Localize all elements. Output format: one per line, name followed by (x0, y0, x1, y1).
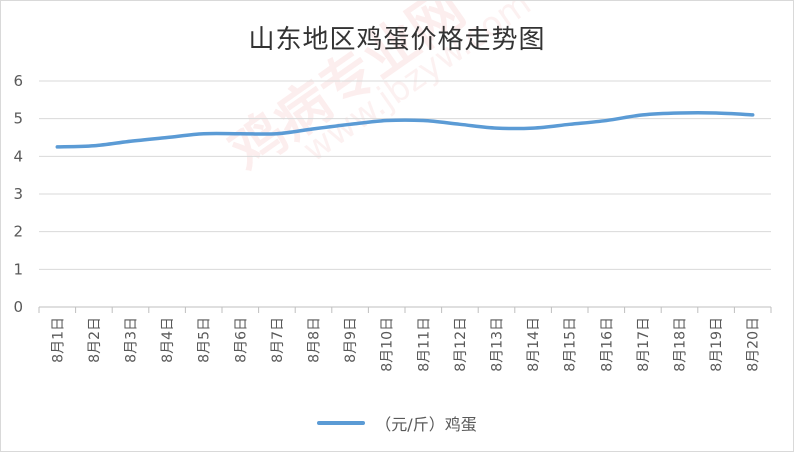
legend-label: （元/斤）鸡蛋 (375, 415, 477, 434)
y-tick-label: 1 (13, 260, 23, 278)
x-tick-label: 8月6日 (233, 317, 249, 363)
y-tick-label: 5 (13, 110, 23, 128)
y-tick-label: 3 (13, 185, 23, 203)
x-tick-label: 8月18日 (673, 317, 689, 372)
x-tick-label: 8月20日 (746, 317, 762, 372)
x-tick-label: 8月1日 (50, 317, 66, 363)
x-tick-label: 8月3日 (124, 317, 140, 363)
x-tick-label: 8月14日 (526, 317, 542, 372)
x-tick-label: 8月19日 (709, 317, 725, 372)
x-tick-label: 8月5日 (197, 317, 213, 363)
x-tick-label: 8月16日 (599, 317, 615, 372)
y-tick-label: 4 (13, 147, 23, 165)
chart-title: 山东地区鸡蛋价格走势图 (248, 25, 546, 55)
x-tick-label: 8月11日 (416, 317, 432, 372)
series-line (55, 111, 755, 149)
y-tick-label: 2 (13, 223, 23, 241)
x-tick-label: 8月7日 (270, 317, 286, 363)
x-tick-label: 8月10日 (380, 317, 396, 372)
legend-line-swatch (317, 421, 366, 425)
x-tick-label: 8月13日 (490, 317, 506, 372)
y-tick-label: 6 (13, 72, 23, 90)
x-tick-label: 8月9日 (343, 317, 359, 363)
x-tick-label: 8月4日 (160, 317, 176, 363)
y-tick-label: 0 (13, 298, 23, 316)
x-tick-label: 8月8日 (307, 317, 323, 363)
x-tick-label: 8月17日 (636, 317, 652, 372)
legend: （元/斤）鸡蛋 (1, 411, 793, 435)
x-tick-label: 8月12日 (453, 317, 469, 372)
x-tick-label: 8月2日 (87, 317, 103, 363)
x-tick-label: 8月15日 (563, 317, 579, 372)
